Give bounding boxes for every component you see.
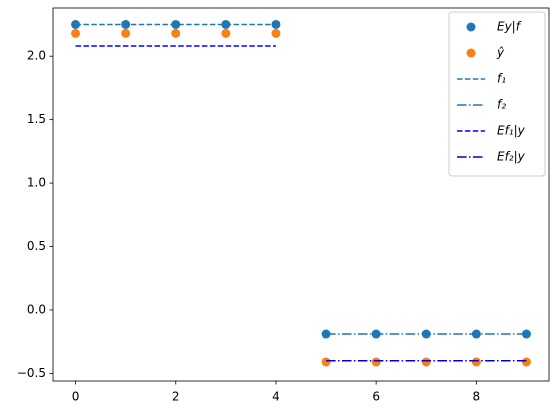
point — [421, 357, 431, 367]
point — [521, 329, 531, 339]
legend-label: f₁ — [497, 72, 506, 86]
point — [521, 357, 531, 367]
y-tick-label: 0.5 — [27, 239, 46, 253]
legend-label: Ef₁|y — [497, 124, 526, 138]
x-tick-label: 4 — [272, 390, 280, 404]
x-tick-label: 8 — [473, 390, 481, 404]
y-tick-label: 0.0 — [27, 302, 46, 316]
legend-marker — [466, 48, 476, 58]
y-tick-label: 2.0 — [27, 49, 46, 63]
point — [471, 357, 481, 367]
point — [171, 28, 181, 38]
point — [371, 357, 381, 367]
point — [221, 28, 231, 38]
y-tick-label: −0.5 — [17, 366, 46, 380]
x-tick-label: 6 — [372, 390, 380, 404]
y-tick-label: 1.5 — [27, 112, 46, 126]
plot-frame — [52, 7, 550, 382]
point — [71, 28, 81, 38]
legend-label: ŷ — [496, 46, 505, 60]
legend-label: f₂ — [497, 98, 506, 112]
point — [321, 357, 331, 367]
y-tick-label: 1.0 — [27, 176, 46, 190]
legend-label: Ey|f — [497, 20, 522, 34]
x-tick-label: 2 — [172, 390, 180, 404]
point — [271, 28, 281, 38]
x-tick-label: 0 — [72, 390, 80, 404]
legend-marker — [466, 22, 476, 32]
legend-label: Ef₂|y — [497, 150, 526, 164]
point — [121, 28, 131, 38]
legend: Ey|f ŷ f₁ f₂ Ef₁|y Ef₂|y — [448, 11, 546, 177]
